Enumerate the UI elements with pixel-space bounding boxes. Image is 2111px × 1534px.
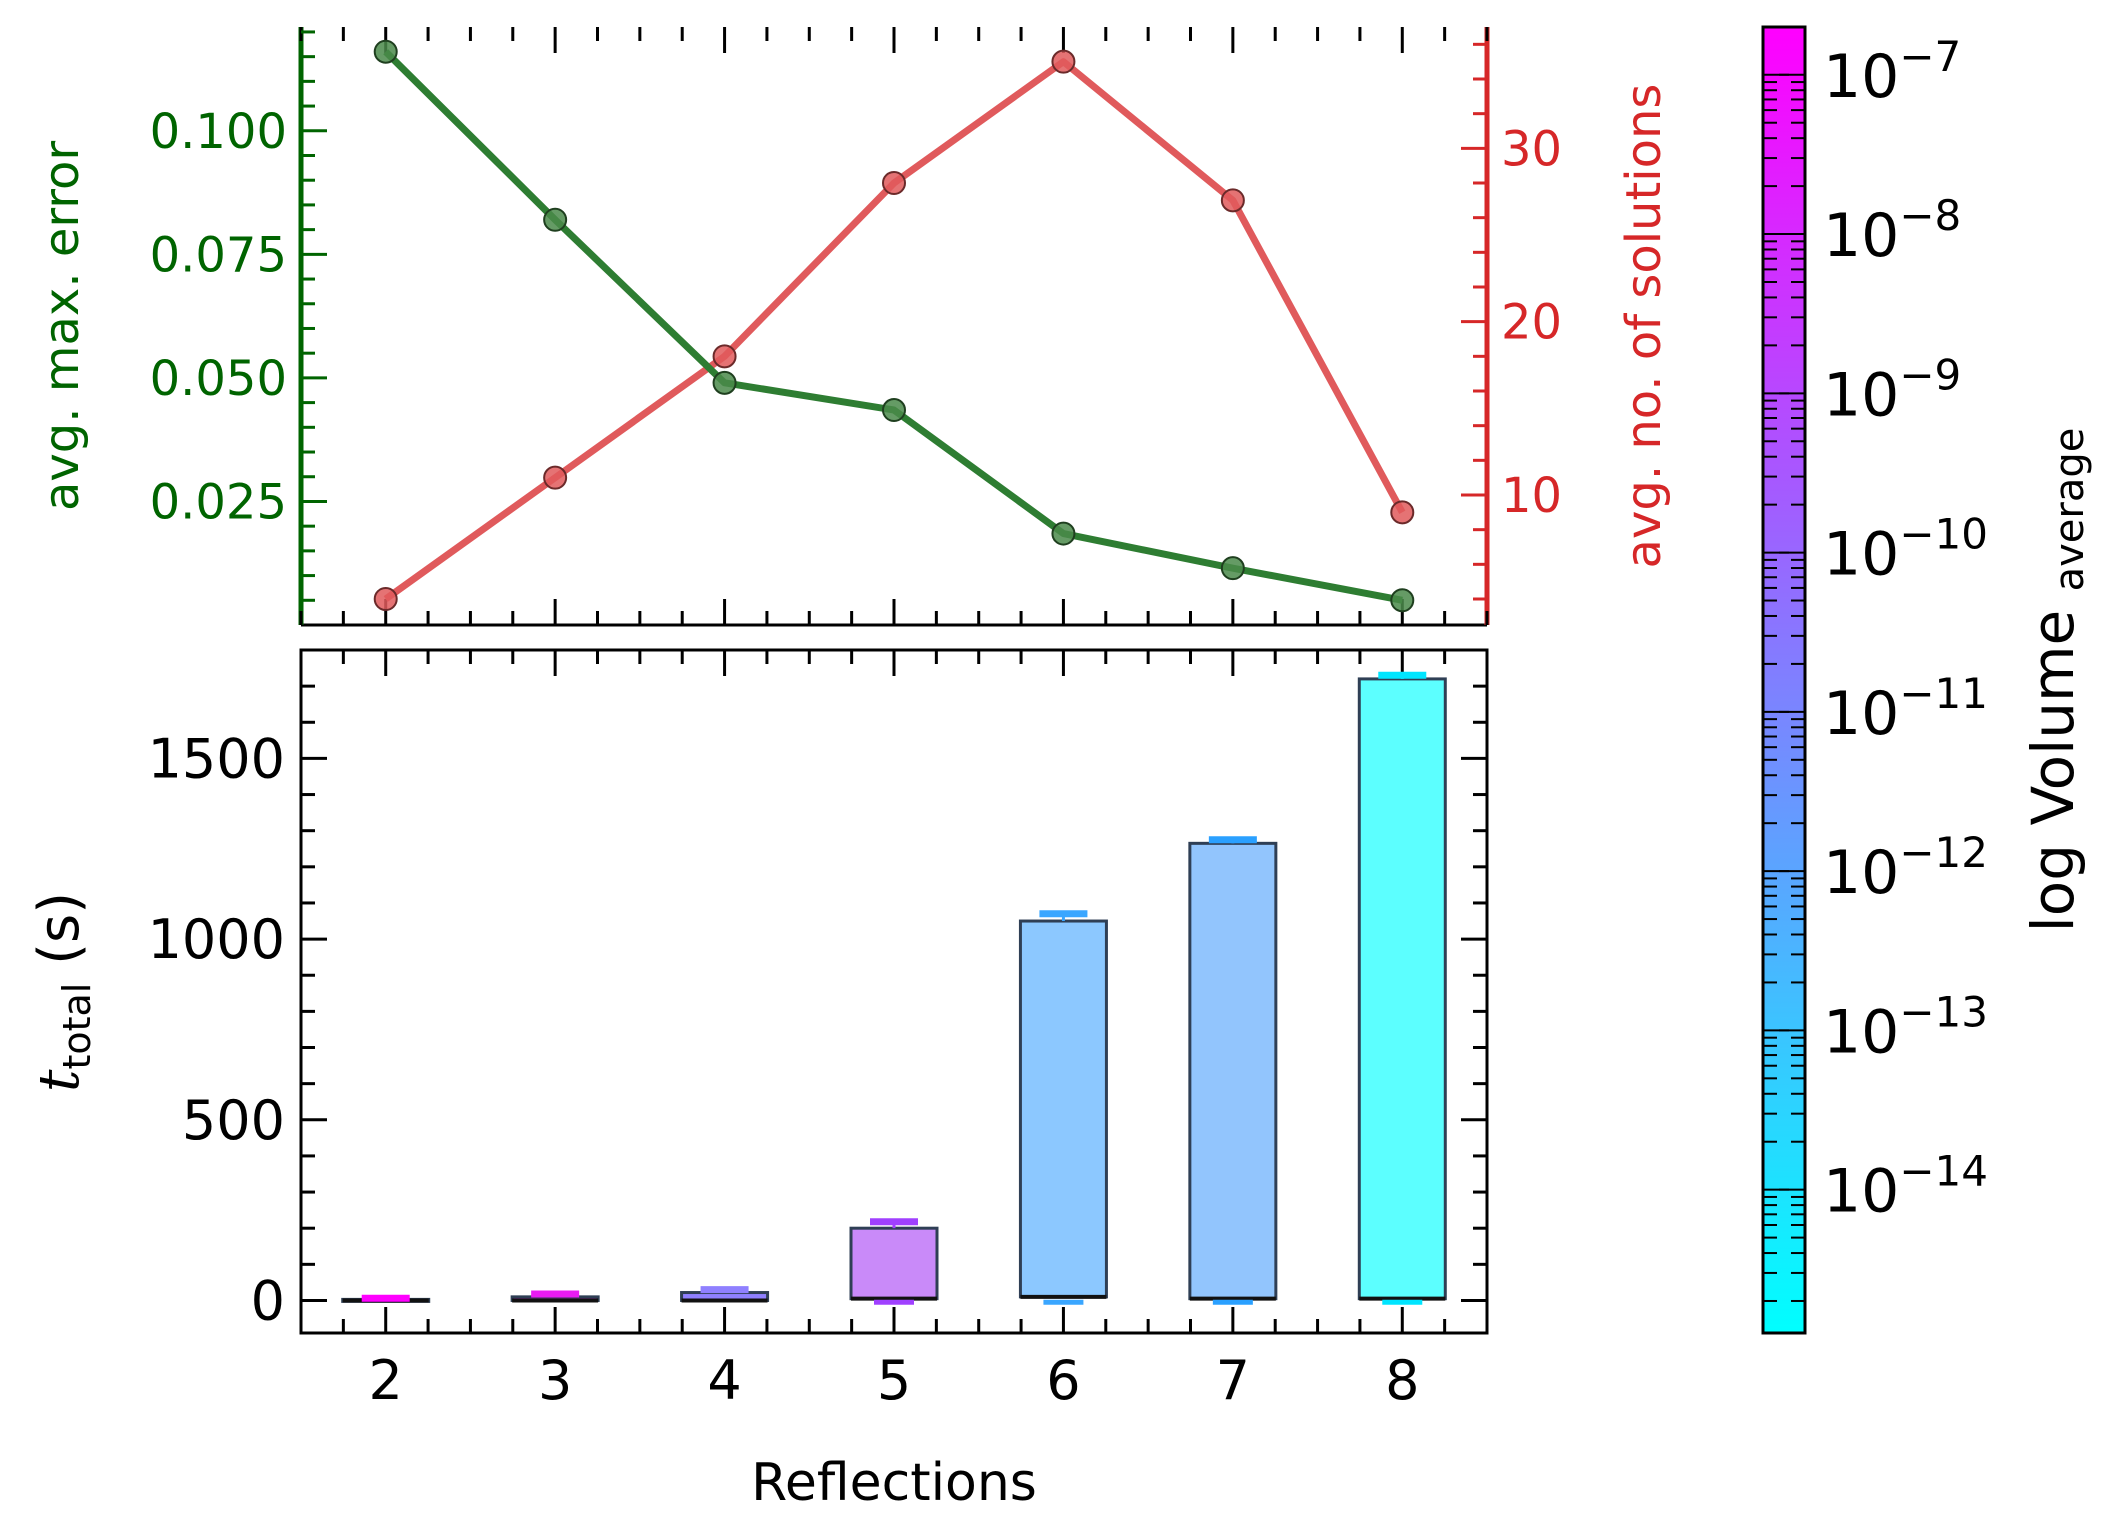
duration-bar — [1018, 919, 1108, 1299]
bottom-y-tick-label: 1000 — [148, 908, 285, 971]
colorbar-tick-label: 10−12 — [1823, 828, 1988, 908]
ylabel-symbol: t — [27, 1069, 92, 1092]
ylabel-unit: (s) — [27, 892, 92, 983]
x-tick-label: 7 — [1216, 1349, 1250, 1412]
left-y-tick-label: 0.025 — [150, 474, 287, 530]
solutions-point — [712, 344, 737, 369]
x-tick-label: 3 — [538, 1349, 572, 1412]
colorbar-tick-label: 10−8 — [1823, 191, 1961, 271]
colorbar-tick-label: 10−14 — [1823, 1147, 1988, 1227]
x-tick-label: 6 — [1046, 1349, 1080, 1412]
left-y-tick-label: 0.075 — [150, 227, 287, 283]
colorbar-tick-base: 10 — [1823, 1157, 1899, 1227]
left-y-axis-label: avg. max. error — [34, 141, 90, 511]
solutions-series-line — [383, 58, 1406, 602]
solutions-point — [1220, 188, 1245, 213]
colorbar-tick-exponent: −9 — [1899, 350, 1961, 399]
colorbar-tick-exponent: −13 — [1899, 987, 1988, 1036]
x-axis-label: Reflections — [751, 1453, 1037, 1513]
colorbar-tick-exponent: −12 — [1899, 828, 1988, 877]
bottom-y-tick-label: 500 — [182, 1089, 285, 1152]
duration-bar — [1357, 677, 1447, 1301]
colorbar-label-subscript: average — [2047, 428, 2093, 592]
colorbar-tick-label: 10−13 — [1823, 987, 1988, 1067]
colorbar: 10−1410−1310−1210−1110−1010−910−810−7log… — [1761, 25, 2093, 1335]
solutions-point — [1390, 500, 1415, 525]
colorbar-label-main: log Volume — [2019, 591, 2087, 932]
colorbar-tick-label: 10−9 — [1823, 350, 1961, 430]
right-y-tick-label: 10 — [1501, 468, 1562, 524]
colorbar-tick-label: 10−7 — [1823, 32, 1961, 112]
x-tick-label: 8 — [1385, 1349, 1419, 1412]
colorbar-label: log Volume average — [2019, 428, 2093, 933]
colorbar-tick-base: 10 — [1823, 42, 1899, 112]
colorbar-tick-exponent: −7 — [1899, 32, 1961, 81]
colorbar-tick-base: 10 — [1823, 838, 1899, 908]
error-point — [1051, 521, 1076, 546]
x-tick-label: 5 — [877, 1349, 911, 1412]
colorbar-tick-label: 10−11 — [1823, 669, 1988, 749]
error-point — [1220, 556, 1245, 581]
x-tick-label: 2 — [369, 1349, 403, 1412]
left-y-tick-label: 0.050 — [150, 351, 287, 407]
colorbar-tick-base: 10 — [1823, 679, 1899, 749]
colorbar-tick-exponent: −14 — [1899, 1147, 1988, 1196]
duration-bar — [849, 1226, 939, 1301]
error-point — [1390, 588, 1415, 613]
right-y-axis-label: avg. no. of solutions — [1616, 84, 1672, 569]
error-series-line — [383, 49, 1403, 604]
solutions-point — [543, 465, 568, 490]
colorbar-tick-exponent: −10 — [1899, 510, 1988, 559]
colorbar-tick-label: 10−10 — [1823, 510, 1988, 590]
colorbar-tick-base: 10 — [1823, 360, 1899, 430]
bottom-panel: 0 500 1000 1500 2 3 4 5 6 7 8 Reflections ttotal (s) — [27, 648, 1489, 1513]
duration-bar — [1188, 841, 1278, 1301]
ylabel-subscript: total — [55, 983, 99, 1070]
colorbar-tick-base: 10 — [1823, 201, 1899, 271]
top-panel: 0.025 0.050 0.075 0.100 avg. max. error 10 20 3… — [34, 27, 1672, 627]
colorbar-tick-base: 10 — [1823, 997, 1899, 1067]
colorbar-tick-exponent: −11 — [1899, 669, 1988, 718]
right-y-tick-label: 20 — [1501, 295, 1562, 351]
error-point — [373, 39, 398, 64]
error-point — [543, 207, 568, 232]
bottom-y-tick-label: 1500 — [148, 727, 285, 790]
solutions-point — [1051, 49, 1076, 74]
colorbar-bar — [1761, 25, 1807, 1335]
solutions-point — [373, 587, 398, 611]
colorbar-tick-exponent: −8 — [1899, 191, 1961, 240]
x-tick-label: 4 — [707, 1349, 741, 1412]
left-y-tick-label: 0.100 — [150, 104, 287, 160]
solutions-point — [882, 171, 906, 195]
error-point — [712, 370, 737, 395]
bottom-y-axis-label: ttotal (s) — [27, 892, 99, 1092]
bottom-y-tick-label: 0 — [251, 1269, 285, 1332]
error-point — [882, 398, 906, 423]
right-y-tick-label: 30 — [1501, 121, 1562, 177]
colorbar-tick-base: 10 — [1823, 520, 1899, 590]
